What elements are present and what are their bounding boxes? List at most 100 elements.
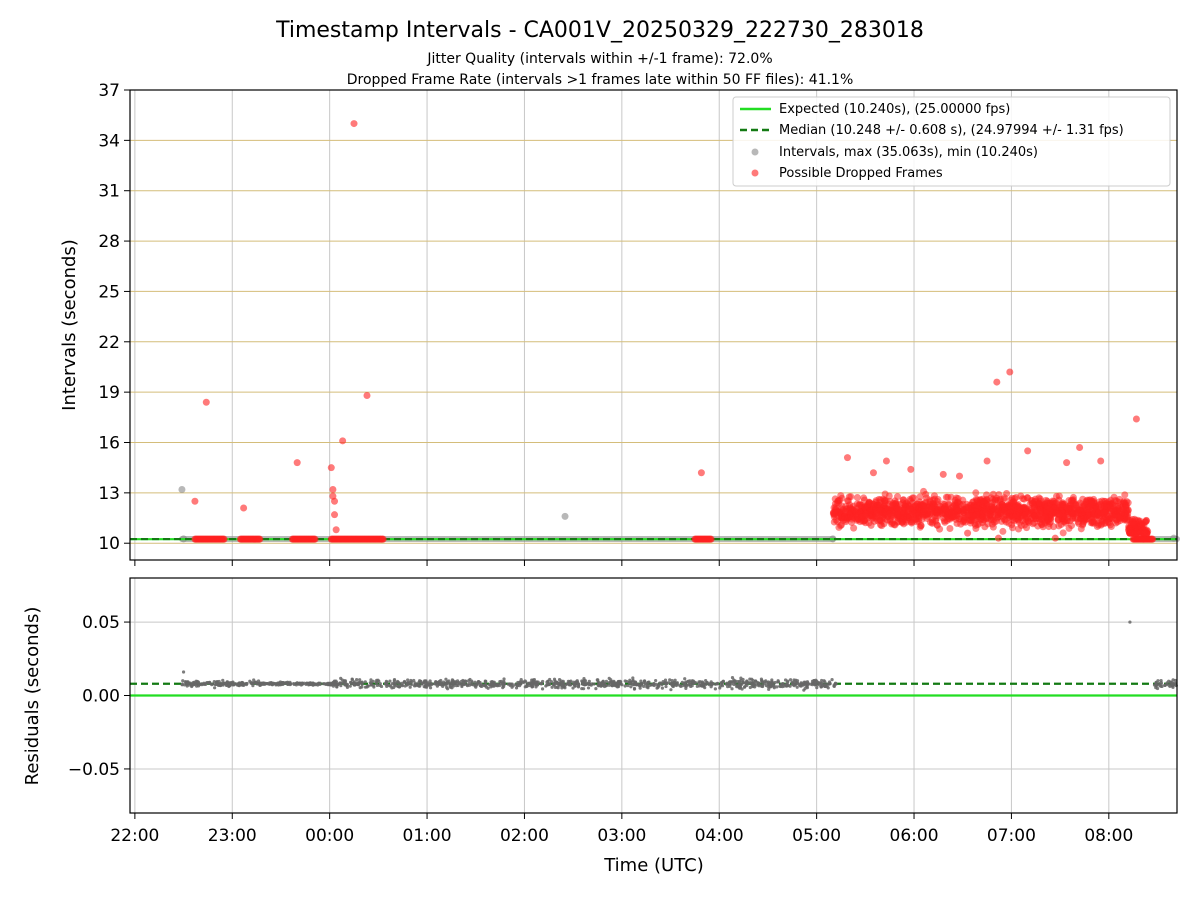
- dropped-frame-point: [832, 506, 840, 514]
- residual-point: [197, 683, 202, 687]
- residual-point: [834, 682, 838, 686]
- residual-point: [423, 684, 428, 688]
- residual-point: [210, 683, 214, 687]
- residual-point: [506, 682, 510, 686]
- intervals-y-tick-label: 34: [98, 131, 120, 151]
- dropped-frame-point: [838, 494, 846, 502]
- dropped-frame-point: [866, 508, 874, 516]
- residual-point: [369, 682, 373, 687]
- residual-point: [478, 684, 483, 688]
- dropped-frame-point: [1030, 503, 1038, 511]
- dropped-frame-point: [1017, 492, 1025, 500]
- residual-point: [661, 680, 665, 684]
- dropped-frame-point: [1023, 494, 1031, 502]
- residual-point: [484, 679, 488, 683]
- residual-point: [805, 682, 809, 687]
- dropped-frame-point: [1014, 506, 1022, 514]
- residual-point: [527, 681, 531, 685]
- residual-point: [282, 681, 287, 685]
- residual-point: [464, 679, 468, 684]
- x-tick-label: 01:00: [403, 826, 452, 846]
- residual-point: [193, 682, 197, 687]
- residual-point: [396, 684, 401, 689]
- residual-point: [460, 683, 464, 687]
- dropped-frame-point: [977, 515, 985, 523]
- dropped-frame-point: [1121, 491, 1129, 499]
- intervals-y-tick-label: 31: [98, 182, 120, 202]
- dropped-frame-point: [1093, 522, 1101, 530]
- legend-intervals-label: Intervals, max (35.063s), min (10.240s): [779, 145, 1038, 160]
- residual-point: [1157, 683, 1162, 687]
- dropped-frame-point: [973, 510, 981, 518]
- residual-point: [213, 686, 217, 690]
- residual-point: [252, 678, 256, 682]
- residual-point: [600, 681, 605, 685]
- dropped-frame-point: [972, 489, 980, 497]
- residual-point: [478, 681, 482, 685]
- residual-point: [739, 676, 743, 680]
- residual-point: [611, 683, 615, 687]
- residual-point: [484, 683, 488, 687]
- dropped-frame-point: [853, 493, 861, 501]
- residual-point: [400, 681, 404, 685]
- dropped-frame-point: [876, 521, 884, 529]
- residual-point: [240, 680, 244, 685]
- dropped-frame-point: [1122, 516, 1130, 524]
- dropped-frame-point: [1024, 447, 1032, 455]
- x-tick-label: 03:00: [597, 826, 646, 846]
- residual-point: [761, 684, 765, 689]
- residual-point: [448, 684, 452, 688]
- residual-point: [631, 676, 635, 680]
- dropped-frame-point: [331, 497, 339, 505]
- residual-point: [573, 684, 577, 688]
- residual-point: [252, 681, 256, 685]
- residual-point: [342, 679, 346, 684]
- residual-point: [394, 681, 398, 685]
- residual-point: [753, 679, 758, 683]
- residual-point: [372, 685, 376, 689]
- residual-point: [709, 685, 713, 689]
- residual-point: [502, 677, 506, 681]
- dropped-frame-point: [202, 398, 210, 406]
- residual-point: [202, 682, 207, 686]
- residual-point: [686, 680, 690, 684]
- residual-point: [385, 683, 389, 687]
- residual-point: [349, 680, 353, 685]
- dropped-frame-point: [842, 518, 850, 526]
- dropped-frame-point: [339, 437, 347, 445]
- dropped-frame-point: [311, 535, 319, 543]
- dropped-frame-point: [944, 501, 952, 509]
- residual-point: [763, 680, 767, 684]
- residual-point: [355, 678, 359, 682]
- dropped-frame-point: [909, 514, 917, 522]
- residual-point: [1165, 681, 1169, 685]
- residual-point: [663, 678, 668, 682]
- residual-point: [665, 682, 669, 686]
- dropped-frame-point: [1120, 510, 1128, 518]
- residual-point: [595, 678, 599, 682]
- dropped-frame-point: [1127, 529, 1135, 537]
- residual-point: [660, 686, 665, 690]
- dropped-frame-point: [1077, 525, 1085, 533]
- dropped-frame-point: [847, 513, 855, 521]
- dropped-frame-point: [1094, 510, 1102, 518]
- residual-point: [497, 683, 502, 688]
- intervals-point: [178, 486, 186, 493]
- residual-point: [645, 681, 650, 685]
- residuals-y-tick-label: 0.00: [82, 687, 120, 707]
- residual-point: [786, 679, 790, 683]
- residual-point: [288, 681, 293, 686]
- residual-point: [418, 684, 422, 688]
- residual-point: [546, 679, 550, 683]
- residual-point: [832, 684, 836, 689]
- residual-point: [776, 680, 780, 684]
- intervals-y-tick-label: 28: [98, 232, 120, 252]
- intervals-y-axis-label: Intervals (seconds): [59, 239, 80, 411]
- dropped-frame-point: [992, 517, 1000, 525]
- residual-point: [1159, 681, 1163, 685]
- legend: Expected (10.240s), (25.00000 fps) Media…: [732, 96, 1171, 187]
- residual-point: [186, 681, 190, 686]
- residual-point: [369, 678, 373, 682]
- residual-point: [467, 678, 471, 683]
- residual-point: [462, 681, 466, 685]
